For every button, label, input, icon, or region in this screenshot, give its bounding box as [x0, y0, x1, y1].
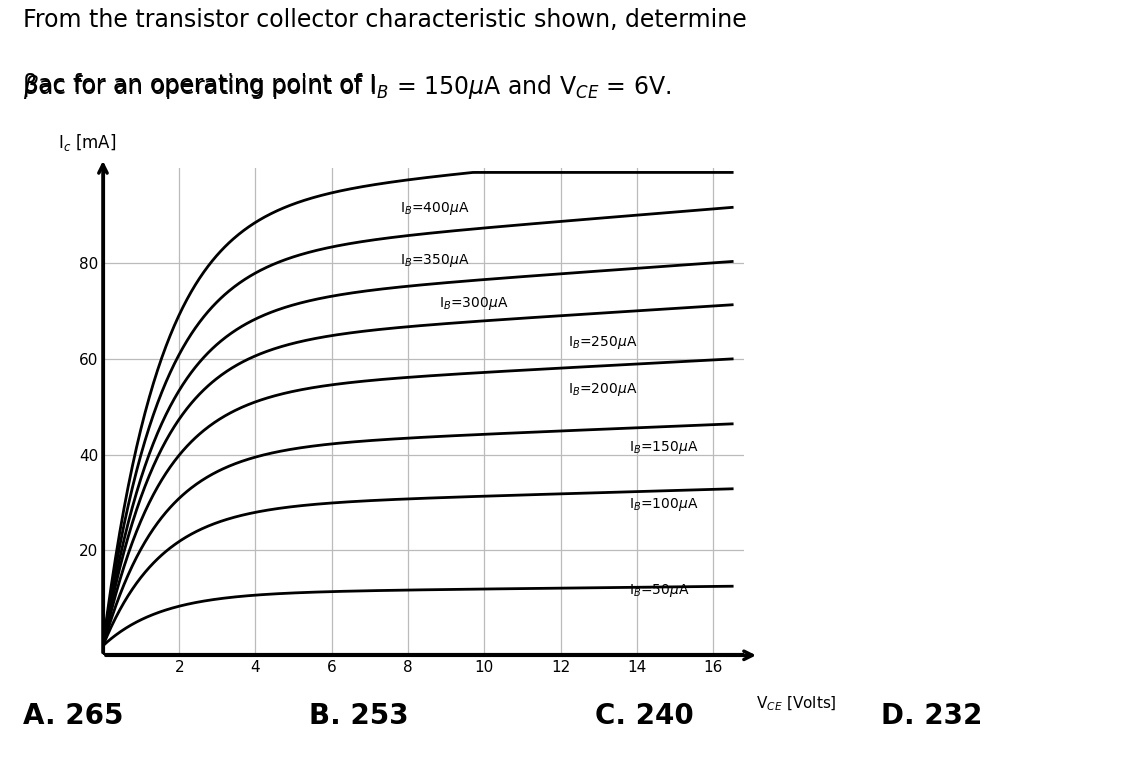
Text: C. 240: C. 240	[595, 702, 693, 730]
Text: A. 265: A. 265	[23, 702, 124, 730]
Text: I$_B$=150$\mu$A: I$_B$=150$\mu$A	[629, 439, 699, 456]
Text: I$_B$=300$\mu$A: I$_B$=300$\mu$A	[438, 296, 508, 312]
Text: I$_c$ [mA]: I$_c$ [mA]	[58, 132, 117, 153]
Text: B. 253: B. 253	[309, 702, 408, 730]
Text: V$_{CE}$ [Volts]: V$_{CE}$ [Volts]	[756, 694, 837, 712]
Text: I$_B$=250$\mu$A: I$_B$=250$\mu$A	[569, 334, 638, 351]
Text: I$_B$=50$\mu$A: I$_B$=50$\mu$A	[629, 582, 690, 599]
Text: I$_B$=200$\mu$A: I$_B$=200$\mu$A	[569, 382, 638, 399]
Text: I$_B$=350$\mu$A: I$_B$=350$\mu$A	[400, 252, 470, 270]
Text: I$_B$=400$\mu$A: I$_B$=400$\mu$A	[400, 200, 470, 216]
Text: From the transistor collector characteristic shown, determine: From the transistor collector characteri…	[23, 8, 747, 31]
Text: $\beta$ac for an operating point of I$_B$ = 150$\mu$A and V$_{CE}$ = 6V.: $\beta$ac for an operating point of I$_B…	[23, 73, 672, 101]
Text: D. 232: D. 232	[881, 702, 983, 730]
Text: I$_B$=100$\mu$A: I$_B$=100$\mu$A	[629, 496, 699, 514]
Text: βac for an operating point of I: βac for an operating point of I	[23, 73, 376, 97]
